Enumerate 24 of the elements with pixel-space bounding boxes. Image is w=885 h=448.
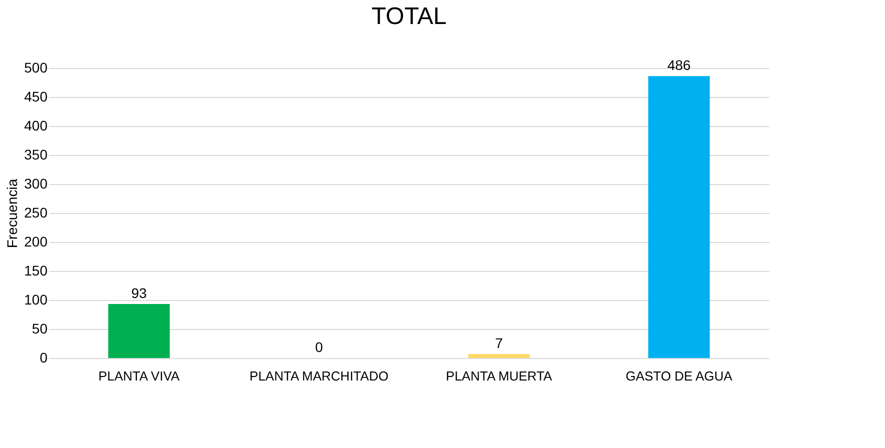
bar <box>468 354 530 358</box>
data-label: 0 <box>315 339 324 355</box>
y-tick-label: 200 <box>24 234 48 250</box>
data-label: 486 <box>667 57 691 74</box>
bar <box>108 304 170 358</box>
x-tick-label: PLANTA MUERTA <box>446 368 552 384</box>
y-tick-label: 350 <box>24 146 48 162</box>
y-axis-title: Frecuencia <box>4 178 20 248</box>
y-tick-label: 450 <box>24 88 48 104</box>
y-tick-label: 100 <box>24 292 48 308</box>
chart-title: TOTAL <box>371 3 447 30</box>
y-tick-label: 150 <box>24 262 48 278</box>
x-tick-label: GASTO DE AGUA <box>626 368 733 384</box>
data-label: 93 <box>131 285 147 302</box>
y-tick-label: 500 <box>24 60 48 76</box>
bar <box>648 76 710 358</box>
data-label: 7 <box>495 334 504 351</box>
x-tick-label: PLANTA VIVA <box>98 368 180 384</box>
y-tick-label: 0 <box>40 350 48 366</box>
y-tick-label: 50 <box>32 320 48 336</box>
y-tick-label: 250 <box>24 204 48 220</box>
x-tick-label: PLANTA MARCHITADO <box>250 368 388 384</box>
y-tick-label: 400 <box>24 118 48 134</box>
y-tick-label: 300 <box>24 176 48 192</box>
